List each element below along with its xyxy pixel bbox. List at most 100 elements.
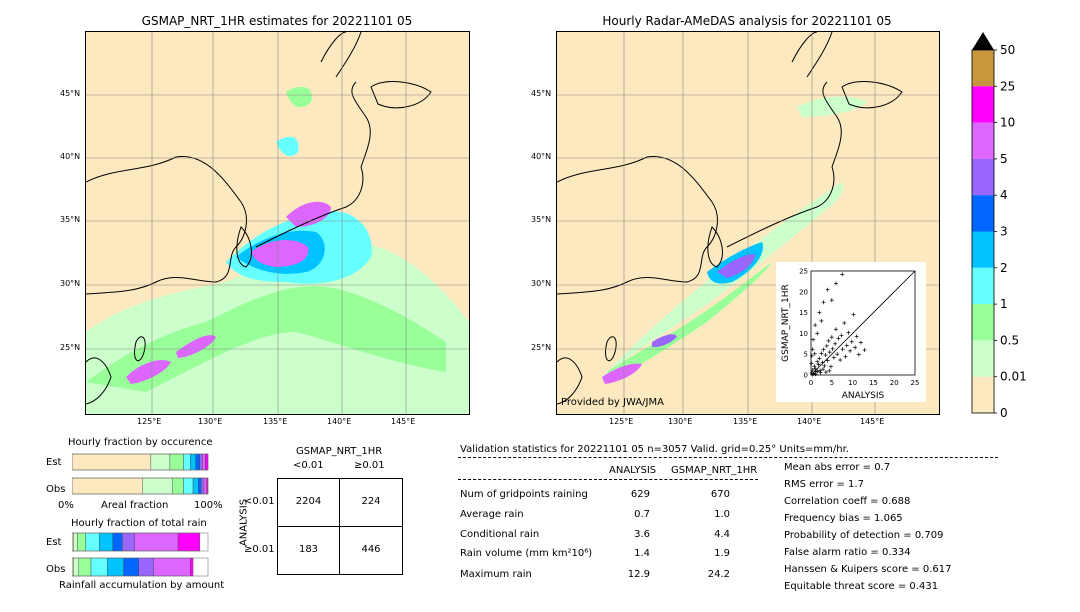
total-rain-caption: Rainfall accumulation by amount (59, 580, 225, 591)
scatter-point (822, 363, 827, 368)
rain-10mm (251, 240, 309, 267)
lon-tick-label: 135°E (733, 417, 758, 426)
stacked-bar-segment (205, 453, 209, 471)
scatter-point (817, 356, 822, 361)
validation-row-analysis: 629 (630, 489, 650, 500)
coast-hokkaido (841, 81, 903, 109)
contingency-hline (278, 526, 402, 527)
scatter-point (819, 318, 824, 323)
validation-col-analysis: ANALYSIS (609, 465, 657, 476)
lon-tick-label: 140°E (327, 417, 352, 426)
colorbar-label: 1 (1000, 297, 1008, 311)
rain-light (797, 96, 867, 117)
scatter-ytick: 10 (799, 330, 808, 338)
occurrence-svg (72, 453, 209, 495)
stacked-bar-segment (183, 477, 194, 495)
graticule (86, 32, 469, 414)
validation-row-analysis: 12.9 (627, 569, 650, 580)
colorbar-extend-arrow (972, 32, 994, 50)
coast-mainland (557, 156, 718, 295)
scatter-point (856, 352, 861, 357)
scatter-point (848, 348, 853, 353)
stacked-bar-segment (199, 453, 203, 471)
coast-china-south (557, 357, 583, 405)
scatter-xtick: 20 (890, 379, 899, 387)
lon-tick-label: 145°E (860, 417, 885, 426)
colorbar-label: 0.5 (1000, 333, 1019, 347)
colorbar-segment (972, 340, 994, 377)
scatter-point (816, 362, 821, 367)
coast-hokkaido (370, 81, 432, 109)
validation-score: False alarm ratio = 0.334 (784, 547, 911, 558)
scatter-xtick: 5 (830, 379, 834, 387)
occurrence-axis-mid: Areal fraction (101, 500, 169, 511)
coast-korea (236, 226, 252, 268)
stacked-bar-segment (112, 532, 123, 552)
scatter-xlabel: ANALYSIS (842, 391, 885, 401)
scatter-point (818, 368, 823, 373)
lat-tick-label: 45°N (531, 89, 552, 98)
stacked-bar-segment (72, 477, 143, 495)
scatter-point (812, 351, 817, 356)
colorbar-segment (972, 122, 994, 159)
scatter-point (825, 358, 830, 363)
stacked-bar-segment (190, 453, 196, 471)
lat-tick-label: 40°N (60, 152, 81, 161)
colorbar: 50 25 10 5 4 3 2 1 0.5 0.01 0 (966, 30, 1026, 420)
coast-sakhalin (320, 32, 362, 78)
colorbar-segment (972, 158, 994, 196)
colorbar-segment (972, 195, 994, 232)
validation-row-label: Conditional rain (460, 529, 540, 540)
contingency-col-label-1: <0.01 (293, 460, 324, 471)
rain-1mm (286, 86, 312, 108)
coast-mainland (86, 156, 247, 295)
stacked-bar-segment (198, 477, 202, 495)
rain-10mm (126, 360, 171, 384)
occurrence-est-label: Est (46, 457, 62, 468)
validation-row-analysis: 1.4 (634, 548, 650, 559)
lon-tick-label: 130°E (198, 417, 223, 426)
stacked-bar-segment (203, 477, 207, 495)
stacked-bar-segment (107, 557, 124, 577)
validation-score: Mean abs error = 0.7 (784, 462, 891, 473)
validation-score: Correlation coeff = 0.688 (784, 496, 911, 507)
validation-row-label: Average rain (460, 509, 524, 520)
stacked-bar-segment (90, 557, 108, 577)
scatter-xtick: 10 (848, 379, 857, 387)
colorbar-label: 3 (1000, 225, 1008, 239)
scatter-ytick: 0 (804, 372, 808, 380)
scatter-point (820, 360, 825, 365)
stacked-bar-segment (73, 557, 80, 577)
colorbar-segment (972, 376, 994, 413)
rain-5mm (717, 254, 755, 278)
coast-china-south (86, 357, 112, 405)
stacked-bar-segment (183, 453, 191, 471)
right-map-svg (557, 32, 939, 414)
stacked-bar-segment (123, 557, 139, 577)
stacked-bar-segment (99, 532, 114, 552)
right-map-title: Hourly Radar-AMeDAS analysis for 2022110… (602, 14, 892, 28)
scatter-point (827, 350, 832, 355)
scatter-point (844, 343, 849, 348)
colorbar-label: 4 (1000, 188, 1008, 202)
lat-tick-label: 30°N (60, 279, 81, 288)
stacked-bar-segment (85, 532, 100, 552)
validation-row-label: Num of gridpoints raining (460, 489, 588, 500)
contingency-row-label-2: ≥0.01 (244, 544, 275, 555)
validation-score: Frequency bias = 1.065 (784, 513, 903, 524)
scatter-inset: 0 0 5 5 10 10 15 15 20 20 25 25 ANALYSIS GSMAP_NRT_1H… (776, 262, 926, 402)
contingency-col-label-2: ≥0.01 (354, 460, 385, 471)
stacked-bar-segment (134, 532, 179, 552)
scatter-point (833, 327, 838, 332)
validation-row-gsmap: 24.2 (707, 569, 730, 580)
stacked-bar-frame (72, 453, 209, 471)
contingency-cell: 446 (361, 544, 381, 555)
stacked-bar-segment (202, 453, 206, 471)
scatter-point (813, 323, 818, 328)
colorbar-label: 25 (1000, 79, 1015, 93)
colorbar-label: 5 (1000, 152, 1008, 166)
rain-1mm (607, 262, 772, 377)
scatter-point (833, 281, 838, 286)
lat-tick-label: 30°N (531, 279, 552, 288)
left-map-panel (85, 31, 470, 415)
